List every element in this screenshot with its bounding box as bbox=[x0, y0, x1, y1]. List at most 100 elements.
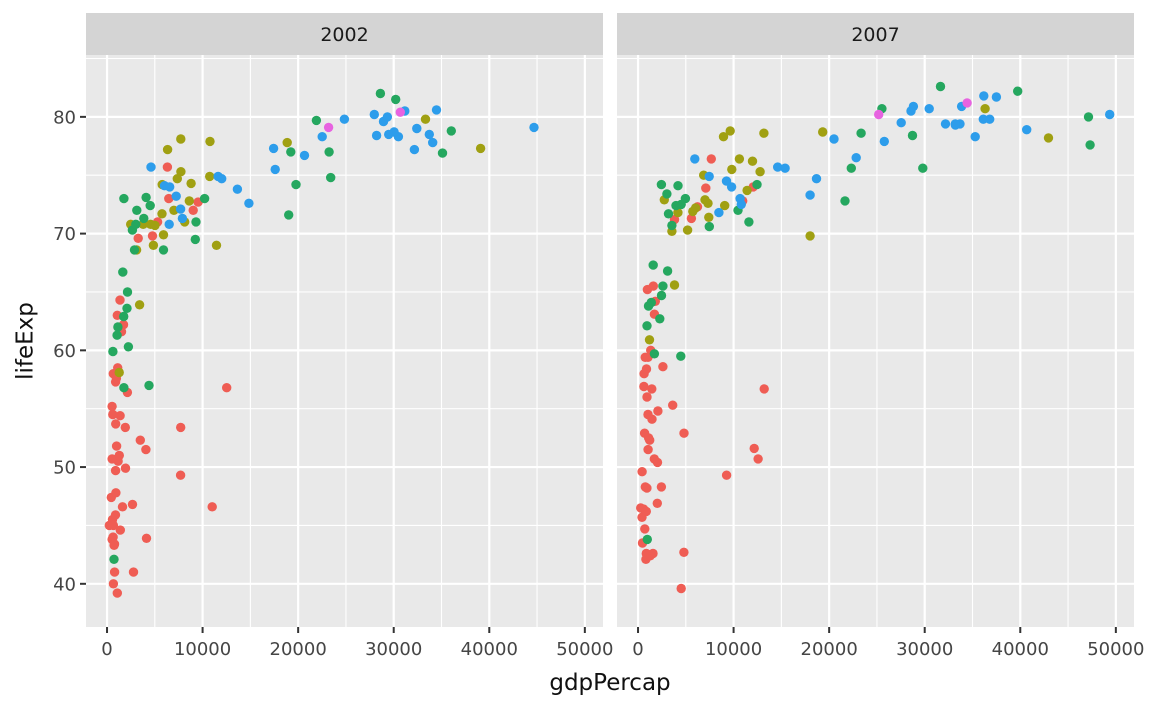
data-point bbox=[686, 213, 697, 224]
data-point bbox=[134, 300, 145, 310]
data-point bbox=[299, 150, 310, 161]
data-point bbox=[141, 444, 151, 455]
data-point bbox=[127, 499, 138, 510]
data-point bbox=[924, 104, 934, 114]
facet-strip: 2002 bbox=[86, 13, 603, 55]
data-point bbox=[643, 433, 654, 443]
data-point bbox=[375, 88, 386, 99]
data-point bbox=[980, 104, 990, 114]
data-point bbox=[755, 167, 765, 177]
data-point bbox=[656, 290, 667, 301]
points-layer bbox=[104, 88, 539, 598]
data-point bbox=[431, 105, 442, 115]
data-point bbox=[150, 220, 160, 231]
data-point bbox=[950, 119, 960, 129]
data-point bbox=[107, 454, 117, 464]
x-tick-label: 30000 bbox=[896, 639, 953, 660]
data-point bbox=[652, 498, 662, 508]
data-point bbox=[655, 314, 665, 324]
data-point bbox=[175, 470, 186, 480]
data-point bbox=[109, 567, 120, 577]
data-point bbox=[780, 163, 790, 173]
data-point bbox=[190, 234, 200, 245]
data-point bbox=[162, 144, 173, 155]
data-point bbox=[186, 178, 196, 189]
data-point bbox=[639, 381, 649, 392]
data-point bbox=[428, 137, 438, 148]
data-point bbox=[139, 213, 149, 224]
data-point bbox=[667, 220, 677, 231]
data-point bbox=[656, 482, 667, 492]
data-point bbox=[371, 130, 382, 141]
data-point bbox=[644, 335, 655, 345]
y-tick-label: 50 bbox=[53, 458, 76, 479]
data-point bbox=[736, 199, 746, 210]
data-point bbox=[642, 321, 652, 331]
data-point bbox=[662, 189, 672, 199]
data-point bbox=[985, 114, 995, 124]
data-point bbox=[282, 137, 292, 148]
data-point bbox=[107, 401, 117, 412]
data-point bbox=[120, 422, 130, 433]
data-point bbox=[753, 454, 763, 464]
data-point bbox=[384, 129, 394, 140]
data-point bbox=[205, 171, 215, 182]
y-axis-title: lifeExp bbox=[12, 302, 39, 380]
x-tick-label: 40000 bbox=[992, 639, 1049, 660]
data-point bbox=[122, 287, 133, 297]
data-point bbox=[1085, 140, 1095, 150]
data-point bbox=[720, 200, 730, 211]
data-point bbox=[382, 112, 393, 122]
data-point bbox=[759, 384, 769, 394]
data-point bbox=[663, 209, 674, 219]
facet-panel bbox=[86, 55, 603, 627]
data-point bbox=[122, 303, 132, 313]
x-tick-label: 50000 bbox=[1087, 639, 1144, 660]
data-point bbox=[164, 219, 174, 229]
data-point bbox=[682, 225, 693, 235]
data-point bbox=[908, 101, 919, 112]
data-point bbox=[641, 506, 651, 517]
data-point bbox=[642, 534, 652, 545]
data-point bbox=[642, 392, 652, 402]
data-point bbox=[113, 322, 123, 332]
data-point bbox=[128, 567, 139, 577]
data-point bbox=[165, 182, 175, 192]
data-point bbox=[935, 81, 946, 92]
data-point bbox=[669, 280, 680, 290]
data-point bbox=[324, 147, 334, 157]
data-point bbox=[188, 205, 198, 215]
data-point bbox=[110, 510, 121, 520]
y-tick-label: 60 bbox=[53, 341, 76, 362]
data-point bbox=[437, 148, 448, 158]
data-point bbox=[940, 119, 951, 129]
data-point bbox=[164, 193, 174, 204]
data-point bbox=[679, 547, 689, 557]
data-point bbox=[690, 154, 700, 164]
data-point bbox=[108, 579, 119, 589]
data-point bbox=[118, 267, 128, 277]
y-tick-label: 40 bbox=[53, 574, 76, 595]
data-point bbox=[132, 205, 142, 215]
data-point bbox=[145, 200, 155, 211]
strip-label: 2002 bbox=[320, 24, 368, 46]
grid-layer bbox=[86, 55, 603, 627]
data-point bbox=[673, 181, 683, 191]
data-point bbox=[286, 147, 296, 157]
data-point bbox=[721, 470, 732, 480]
data-point bbox=[752, 179, 762, 190]
data-point bbox=[120, 463, 131, 473]
strip-label: 2007 bbox=[851, 24, 899, 46]
data-point bbox=[108, 346, 118, 357]
data-point bbox=[742, 185, 752, 196]
data-point bbox=[158, 245, 169, 255]
data-point bbox=[409, 144, 420, 155]
data-point bbox=[268, 143, 279, 154]
x-tick-label: 0 bbox=[101, 639, 112, 660]
data-point bbox=[811, 174, 822, 184]
data-point bbox=[749, 443, 759, 454]
data-point bbox=[704, 212, 714, 222]
data-point bbox=[176, 422, 186, 433]
data-point bbox=[648, 281, 658, 291]
